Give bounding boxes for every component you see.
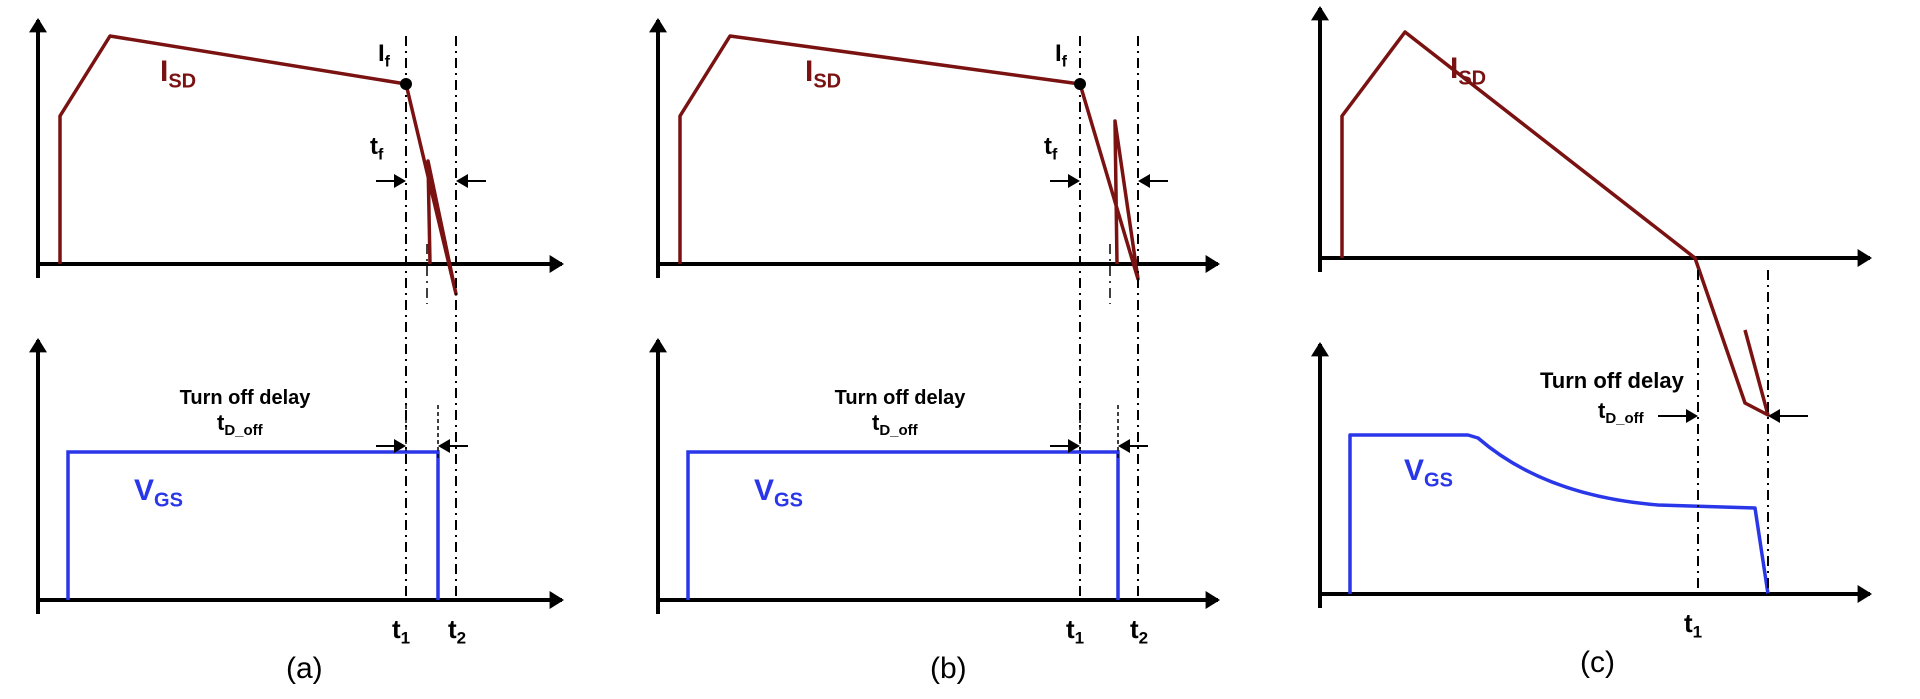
svg-text:tD_off: tD_off	[217, 410, 264, 439]
svg-text:tD_off: tD_off	[1598, 398, 1645, 427]
svg-text:VGS: VGS	[754, 474, 803, 512]
caption-c: (c)	[1580, 646, 1615, 680]
svg-text:t1: t1	[1684, 608, 1702, 642]
svg-text:ISD: ISD	[160, 55, 196, 93]
panel-c-svg: ISD Turn off delay tD_off VGS t1	[1290, 0, 1900, 660]
svg-text:tf: tf	[1044, 133, 1058, 163]
svg-text:Turn off delay: Turn off delay	[180, 387, 312, 409]
panel-b-svg: ISD If tf Turn off delaytD_off VGS t1 t2	[640, 6, 1240, 666]
svg-text:Turn off delay: Turn off delay	[1540, 368, 1685, 393]
figure-root: ISDIftfTurn off delaytD_offVGSt1t2 ISDIf…	[0, 0, 1920, 699]
svg-text:tD_off: tD_off	[872, 410, 919, 439]
svg-text:Turn off delay: Turn off delay	[835, 387, 967, 409]
caption-a: (a)	[286, 652, 323, 686]
svg-text:If: If	[378, 40, 391, 70]
svg-text:t2: t2	[448, 614, 466, 648]
caption-b: (b)	[930, 652, 967, 686]
svg-text:VGS: VGS	[1404, 454, 1453, 492]
svg-text:t1: t1	[1066, 614, 1084, 648]
panel-a-svg: ISD If tf Turn off delaytD_off VGS t1 t2	[20, 6, 585, 666]
svg-text:ISD: ISD	[1450, 52, 1486, 90]
svg-text:ISD: ISD	[805, 55, 841, 93]
svg-text:VGS: VGS	[134, 474, 183, 512]
svg-text:t2: t2	[1130, 614, 1148, 648]
svg-text:If: If	[1055, 40, 1068, 70]
svg-text:tf: tf	[370, 133, 384, 163]
svg-text:t1: t1	[392, 614, 410, 648]
